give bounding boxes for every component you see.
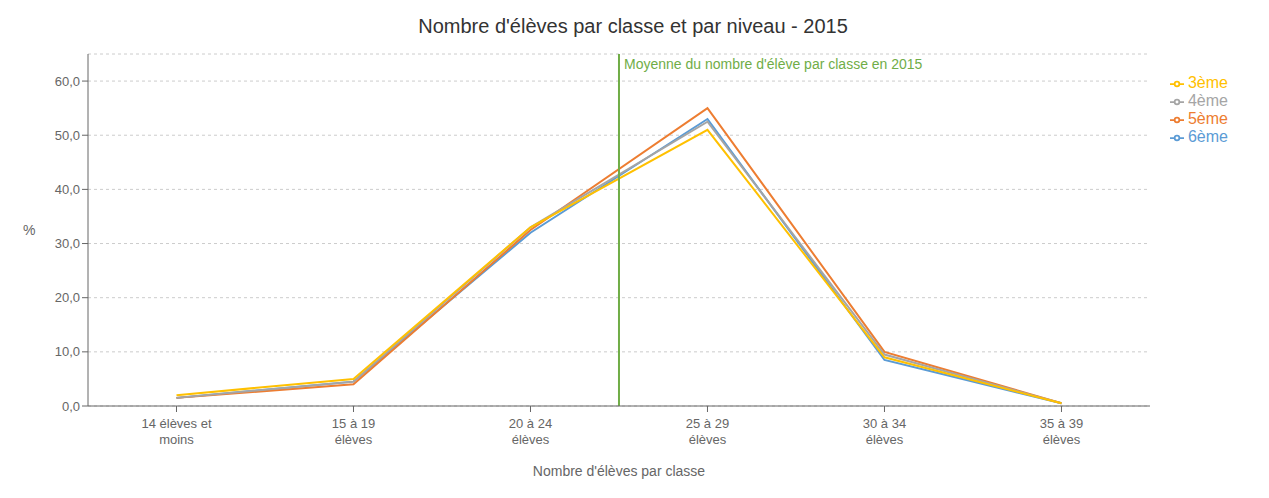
svg-text:Nombre d'élèves par classe: Nombre d'élèves par classe <box>533 463 706 479</box>
svg-text:20,0: 20,0 <box>55 290 80 305</box>
svg-text:40,0: 40,0 <box>55 182 80 197</box>
svg-text:14 élèves etmoins: 14 élèves etmoins <box>141 416 211 447</box>
svg-text:50,0: 50,0 <box>55 128 80 143</box>
html-text:Nombre d'élèves par classe et: Nombre d'élèves par classe et par niveau… <box>418 15 848 37</box>
svg-text:30 à 34élèves: 30 à 34élèves <box>863 416 906 447</box>
svg-text:%: % <box>23 222 35 238</box>
html-text:3ème: 3ème <box>1188 74 1228 91</box>
svg-text:15 à 19élèves: 15 à 19élèves <box>332 416 375 447</box>
html-text:4ème: 4ème <box>1188 92 1228 109</box>
svg-text:20 à 24élèves: 20 à 24élèves <box>509 416 552 447</box>
svg-text:10,0: 10,0 <box>55 344 80 359</box>
html-text:5ème: 5ème <box>1188 110 1228 127</box>
html-text:6ème: 6ème <box>1188 128 1228 145</box>
svg-text:0,0: 0,0 <box>62 399 80 414</box>
svg-text:Moyenne du nombre d'élève par: Moyenne du nombre d'élève par classe en … <box>624 56 923 72</box>
svg-text:25 à 29élèves: 25 à 29élèves <box>686 416 729 447</box>
svg-text:30,0: 30,0 <box>55 236 80 251</box>
svg-text:35 à 39élèves: 35 à 39élèves <box>1040 416 1083 447</box>
svg-text:60,0: 60,0 <box>55 74 80 89</box>
